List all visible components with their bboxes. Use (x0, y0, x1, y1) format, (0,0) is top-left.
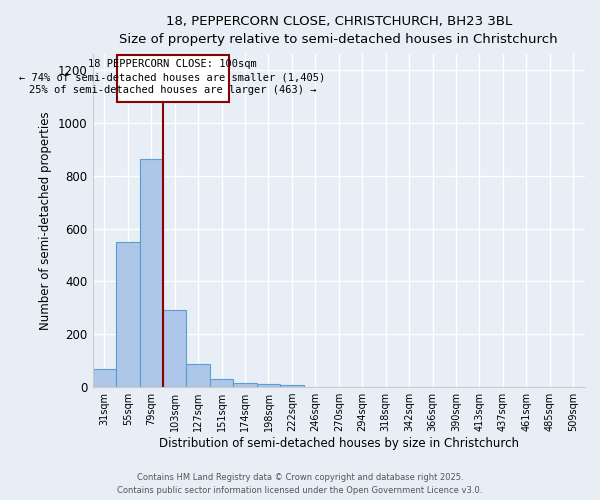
Bar (257, 384, 280, 387)
X-axis label: Distribution of semi-detached houses by size in Christchurch: Distribution of semi-detached houses by … (159, 437, 519, 450)
Bar (116, 242, 140, 387)
FancyBboxPatch shape (116, 56, 229, 102)
Bar (280, 385, 304, 387)
Text: Contains HM Land Registry data © Crown copyright and database right 2025.
Contai: Contains HM Land Registry data © Crown c… (118, 474, 482, 495)
Bar (210, 379, 233, 387)
Text: 25% of semi-detached houses are larger (463) →: 25% of semi-detached houses are larger (… (29, 86, 316, 96)
Bar (233, 383, 257, 387)
Title: 18, PEPPERCORN CLOSE, CHRISTCHURCH, BH23 3BL
Size of property relative to semi-d: 18, PEPPERCORN CLOSE, CHRISTCHURCH, BH23… (119, 15, 558, 46)
Y-axis label: Number of semi-detached properties: Number of semi-detached properties (40, 112, 52, 330)
Bar (140, 160, 163, 387)
Bar (163, 310, 187, 387)
Text: 18 PEPPERCORN CLOSE: 100sqm: 18 PEPPERCORN CLOSE: 100sqm (88, 59, 257, 69)
Text: ← 74% of semi-detached houses are smaller (1,405): ← 74% of semi-detached houses are smalle… (19, 72, 326, 83)
Bar (92, 369, 116, 387)
Bar (187, 364, 210, 387)
